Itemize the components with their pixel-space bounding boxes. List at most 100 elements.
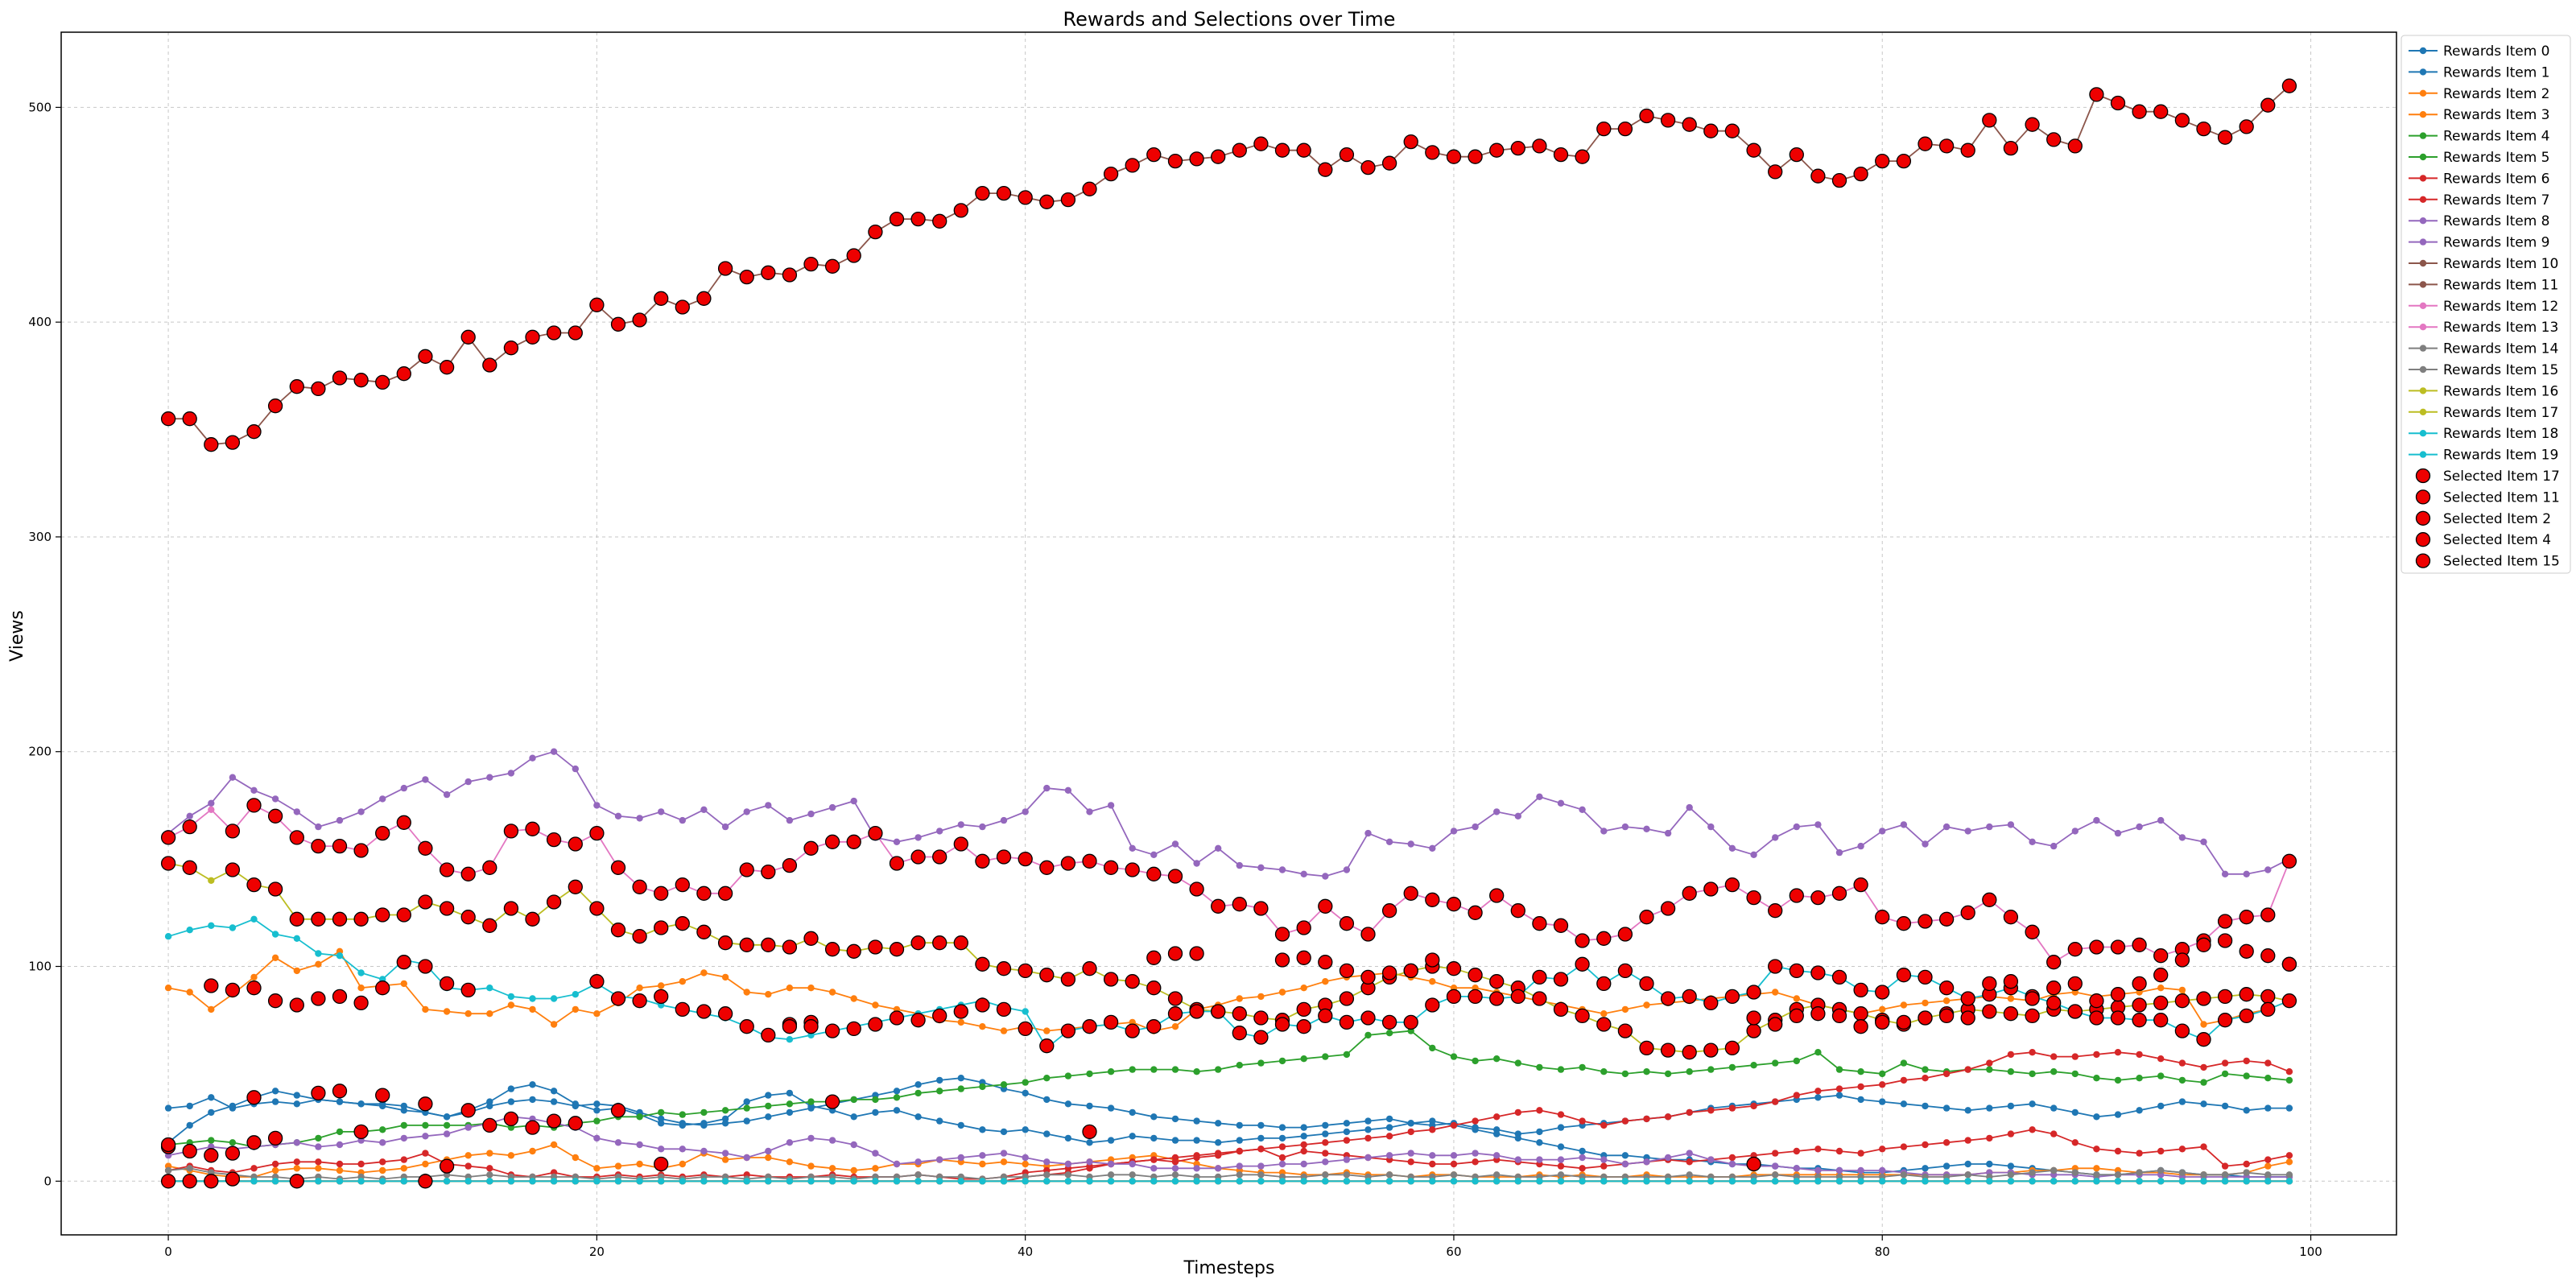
series-point	[679, 1111, 686, 1118]
selection-marker	[1468, 968, 1483, 983]
series-point	[443, 1113, 451, 1121]
series-point	[1322, 1178, 1329, 1185]
selection-marker	[1746, 985, 1761, 1000]
series-point	[786, 1178, 794, 1185]
series-point	[529, 1081, 536, 1088]
selection-marker	[375, 374, 390, 390]
selection-marker	[2217, 989, 2233, 1005]
series-point	[979, 1083, 986, 1091]
selection-marker	[696, 886, 712, 901]
series-point	[2071, 1070, 2079, 1078]
series-point	[271, 795, 279, 803]
legend-label: Rewards Item 6	[2443, 171, 2550, 187]
selection-marker	[160, 1137, 176, 1153]
selection-marker	[1018, 963, 1033, 979]
selection-marker	[2281, 78, 2297, 93]
series-point	[700, 1120, 708, 1127]
selection-marker	[1339, 991, 1355, 1006]
series-point	[872, 1178, 879, 1185]
selection-marker	[2132, 104, 2147, 119]
series-point	[1257, 1162, 1265, 1170]
selection-marker	[1789, 1008, 1804, 1024]
legend-label: Selected Item 2	[2443, 511, 2551, 527]
selection-marker	[1446, 961, 1462, 976]
series-point	[572, 1178, 579, 1185]
series-point	[1429, 844, 1436, 852]
series-point	[2285, 1104, 2293, 1112]
legend-marker	[2419, 132, 2427, 139]
series-point	[1278, 1154, 1286, 1162]
selection-marker	[1489, 974, 1505, 989]
legend-marker	[2419, 111, 2427, 118]
selection-marker	[632, 879, 647, 894]
series-point	[2178, 834, 2186, 841]
selection-marker	[1575, 933, 1590, 948]
series-point	[422, 1121, 429, 1129]
selection-marker	[1489, 142, 1505, 158]
selection-marker	[824, 834, 840, 849]
series-point	[1150, 851, 1158, 859]
selection-marker	[2260, 989, 2276, 1005]
selection-marker	[1746, 1023, 1761, 1038]
series-point	[315, 1178, 322, 1185]
series-point	[1772, 989, 1779, 996]
selection-marker	[1853, 1006, 1868, 1022]
series-point	[2136, 1107, 2143, 1114]
selection-marker	[1425, 145, 1440, 160]
selection-marker	[1596, 121, 1612, 137]
selection-marker	[2174, 993, 2190, 1009]
series-point	[1900, 1100, 1908, 1108]
legend: Rewards Item 0 Rewards Item 1 Rewards Item…	[2401, 35, 2571, 574]
series-point	[1814, 1088, 1822, 1095]
series-point	[1022, 1154, 1029, 1162]
series-point	[1942, 1139, 1951, 1146]
series-point	[893, 1094, 901, 1101]
series-point	[1450, 1053, 1458, 1060]
selection-marker	[739, 862, 754, 877]
series-point	[2285, 1076, 2293, 1084]
selection-marker	[439, 1158, 455, 1174]
selection-marker	[1018, 190, 1033, 205]
series-point	[1600, 828, 1608, 835]
series-point	[1922, 1165, 1929, 1172]
legend-label: Selected Item 17	[2443, 469, 2560, 485]
selection-marker	[739, 1019, 754, 1034]
series-point	[422, 1160, 429, 1168]
series-point	[486, 1098, 493, 1105]
series-point	[1236, 1162, 1244, 1170]
selection-marker	[1211, 1004, 1226, 1019]
series-point	[271, 1098, 279, 1105]
series-point	[1407, 840, 1414, 848]
series-point	[1429, 1152, 1436, 1159]
selection-marker	[289, 997, 304, 1013]
selection-marker	[439, 360, 455, 375]
series-point	[422, 776, 429, 783]
selection-marker	[460, 866, 476, 881]
series-point	[1857, 1178, 1864, 1185]
series-point	[1000, 1128, 1008, 1136]
selection-marker	[267, 881, 283, 897]
series-point	[1215, 1139, 1222, 1146]
series-point	[2007, 1051, 2015, 1059]
series-point	[336, 1160, 344, 1168]
selection-marker	[1875, 1014, 1890, 1030]
series-point	[1514, 1134, 1522, 1142]
series-point	[164, 1104, 172, 1112]
legend-item: Rewards Item 11	[2409, 277, 2558, 293]
legend-item: Rewards Item 15	[2409, 362, 2558, 378]
selection-selected-item-2	[160, 1084, 1097, 1172]
series-point	[1086, 1178, 1093, 1185]
selection-marker	[846, 834, 861, 849]
selection-marker	[1682, 117, 1697, 132]
series-point	[786, 816, 794, 824]
series-point	[1364, 1154, 1372, 1162]
selection-marker	[525, 329, 540, 345]
series-point	[1064, 786, 1072, 794]
selection-marker	[204, 437, 219, 452]
legend-marker	[2419, 430, 2427, 437]
selection-marker	[546, 894, 562, 910]
series-point	[743, 1117, 750, 1125]
series-point	[1129, 1108, 1136, 1117]
series-point	[1879, 1098, 1886, 1105]
series-point	[2157, 1166, 2165, 1174]
